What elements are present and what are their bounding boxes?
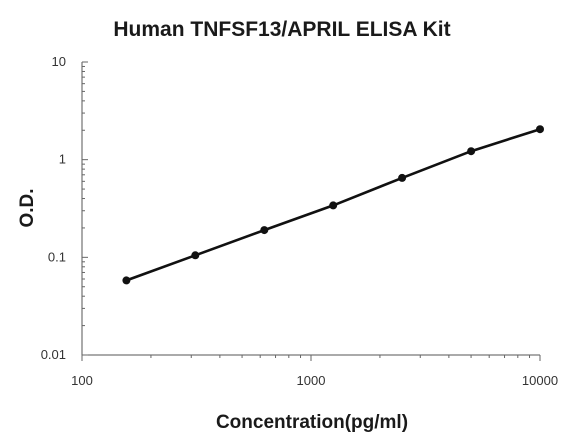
x-tick-label: 1000 [297, 373, 326, 388]
data-point [398, 173, 407, 182]
y-axis-ticks: 0.01 0.1 1 10 [41, 54, 88, 362]
data-point [329, 201, 338, 210]
y-axis-label: O.D. [17, 188, 38, 227]
x-axis-label: Concentration(pg/ml) [216, 412, 408, 433]
data-point [467, 147, 476, 156]
x-tick-label: 100 [71, 373, 93, 388]
data-point [122, 276, 131, 285]
data-point [536, 125, 544, 134]
y-tick-label: 10 [52, 54, 66, 69]
x-tick-label: 10000 [522, 373, 558, 388]
y-tick-label: 1 [59, 152, 66, 167]
y-tick-label: 0.1 [48, 249, 66, 264]
x-axis-ticks: 100 1000 10000 [71, 355, 558, 388]
y-tick-label: 0.01 [41, 347, 66, 362]
series-layer [122, 125, 544, 285]
data-point [260, 226, 269, 235]
chart-title: Human TNFSF13/APRIL ELISA Kit [113, 18, 450, 41]
data-point [191, 251, 200, 260]
